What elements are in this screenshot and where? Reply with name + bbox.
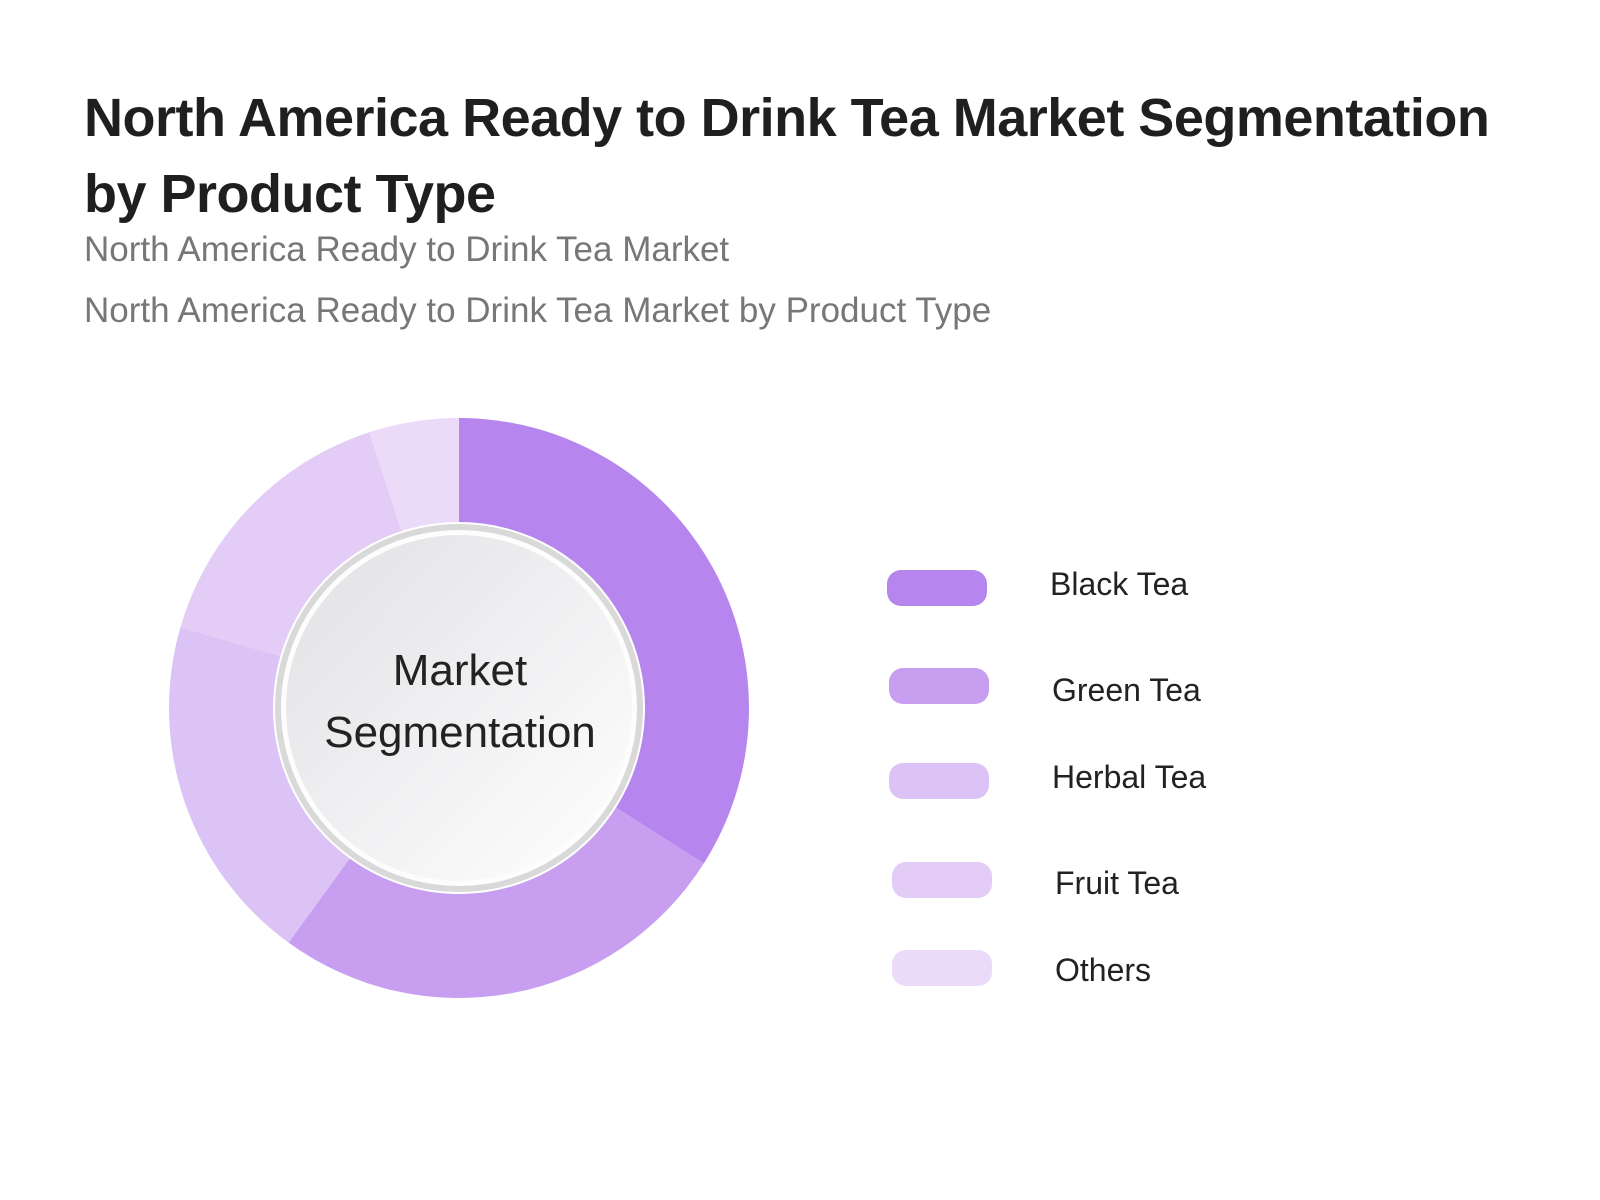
slice-herbal-tea [168, 627, 350, 943]
legend-label-black-tea: Black Tea [1050, 566, 1189, 602]
legend-swatch-others [892, 950, 992, 986]
legend-swatch-fruit-tea [892, 862, 992, 898]
donut-slices [168, 418, 749, 998]
slice-green-tea [288, 807, 704, 998]
legend-label-green-tea: Green Tea [1052, 672, 1201, 708]
chart-title: North America Ready to Drink Tea Market … [84, 88, 1490, 224]
center-disc [286, 535, 632, 881]
slice-black-tea [459, 418, 749, 864]
legend-label-fruit-tea: Fruit Tea [1055, 865, 1179, 901]
legend-swatch-herbal-tea [889, 763, 989, 799]
slice-fruit-tea [180, 432, 402, 657]
chart-subtitle-2: North America Ready to Drink Tea Market … [84, 291, 992, 330]
legend-label-herbal-tea: Herbal Tea [1052, 759, 1207, 795]
legend-label-others: Others [1055, 952, 1152, 988]
chart-subtitle-1: North America Ready to Drink Tea Market [84, 230, 730, 269]
center-label: Market Segmentation [324, 646, 596, 757]
legend-swatch-black-tea [887, 570, 987, 606]
slice-others [369, 418, 459, 532]
legend-swatch-green-tea [889, 668, 989, 704]
